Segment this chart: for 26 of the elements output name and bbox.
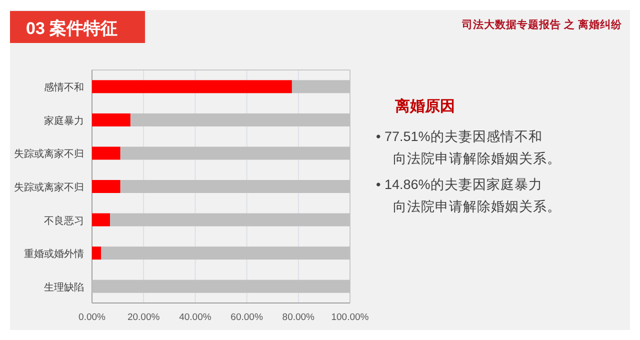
text: 司法大数据专题报告 之 离婚纠纷: [461, 18, 623, 31]
bar: [92, 213, 110, 226]
bar: [92, 246, 102, 260]
y-tick-label: 失踪或离家不归: [14, 182, 84, 194]
y-tick-label: 不良恶习: [44, 214, 84, 227]
bar: [92, 146, 120, 160]
bar: [92, 80, 292, 94]
text: • 14.86%的夫妻因家庭暴力: [376, 177, 542, 192]
text: 向法院申请解除婚姻关系。: [393, 199, 561, 214]
y-tick-label: 生理缺陷: [44, 281, 84, 294]
y-tick-label: 感情不和: [44, 82, 84, 94]
chart-title: 03 案件特征: [26, 18, 118, 38]
y-tick-label: 家庭暴力: [44, 114, 84, 127]
bar: [92, 113, 130, 126]
x-tick-label: 20.00%: [127, 312, 160, 323]
x-tick-label: 40.00%: [179, 312, 212, 323]
x-tick-label: 0.00%: [78, 312, 106, 323]
text: • 77.51%的夫妻因感情不和: [376, 129, 542, 144]
x-tick-label: 100.00%: [331, 312, 370, 323]
y-tick-label: 失踪或离家不归: [14, 148, 84, 160]
x-tick-label: 80.00%: [282, 312, 316, 323]
x-tick-label: 60.00%: [230, 312, 264, 323]
bar: [92, 180, 120, 193]
text: 向法院申请解除婚姻关系。: [393, 151, 561, 166]
y-tick-label: 重婚或婚外情: [24, 248, 84, 260]
text: 离婚原因: [394, 97, 455, 115]
